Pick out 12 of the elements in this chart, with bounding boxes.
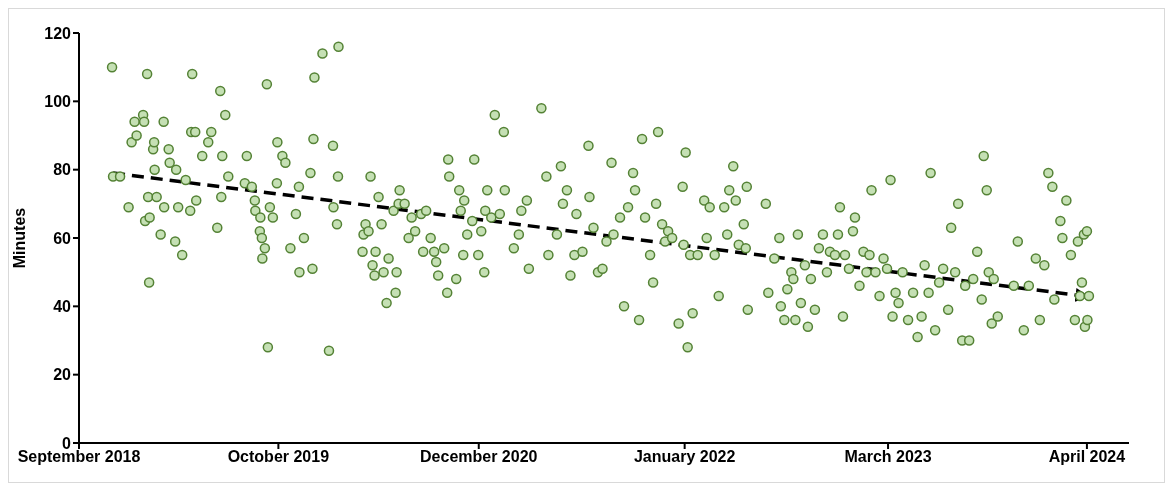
y-tick-label: 80 — [53, 161, 72, 179]
x-tick-label: January 2022 — [633, 448, 736, 466]
y-tick-label: 120 — [44, 24, 72, 42]
x-tick-label: October 2019 — [227, 448, 330, 466]
y-tick-label: 40 — [53, 298, 72, 316]
x-tick-label: March 2023 — [844, 448, 932, 466]
y-tick-label: 100 — [44, 93, 72, 111]
y-axis-title: Minutes — [10, 207, 28, 269]
y-tick-label: 60 — [53, 229, 72, 247]
y-tick-label: 20 — [53, 366, 72, 384]
x-tick-label: December 2020 — [420, 448, 538, 466]
x-tick-label: April 2024 — [1048, 448, 1126, 466]
